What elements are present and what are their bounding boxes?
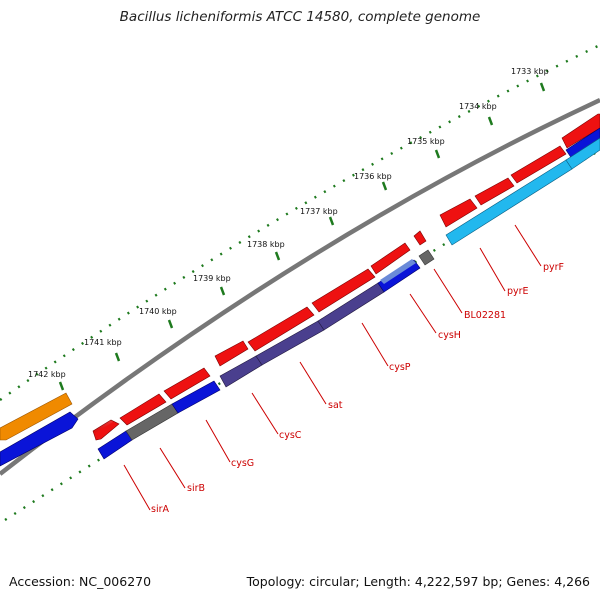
- gene-BL02281: [413, 230, 427, 246]
- scale-label: 1735 kbp: [407, 137, 445, 146]
- gene-label-pyrE: pyrE: [507, 286, 529, 297]
- left-features: [0, 392, 79, 467]
- gene-label-sirA: sirA: [151, 504, 169, 515]
- gene-cyan-rev-2: [565, 137, 600, 170]
- inner-tick-track: [4, 148, 600, 522]
- gene-forward-1: [510, 145, 567, 184]
- gene-cysC: [214, 340, 249, 367]
- gene-cysG: [163, 367, 211, 400]
- gene-label-cysC: cysC: [279, 430, 302, 441]
- gene-label-cysH: cysH: [438, 330, 461, 341]
- gene-cysH: [370, 242, 411, 275]
- gene-labels: pyrF pyrE BL02281 cysH cysP sat cysC cys…: [151, 262, 564, 515]
- scale-label: 1734 kbp: [459, 102, 497, 111]
- gene-sirB: [119, 393, 167, 426]
- gene-label-cysP: cysP: [389, 362, 411, 373]
- scale-label: 1741 kbp: [84, 338, 122, 347]
- gene-pyrF: [474, 177, 515, 206]
- gene-cysG-rev: [171, 380, 221, 414]
- scale-labels: 1733 kbp 1734 kbp 1735 kbp 1736 kbp 1737…: [28, 67, 549, 379]
- gene-pyrE: [439, 198, 478, 228]
- genome-backbone: [0, 97, 600, 476]
- scale-label: 1742 kbp: [28, 370, 66, 379]
- gene-cysP: [311, 268, 376, 313]
- scale-label: 1740 kbp: [139, 307, 177, 316]
- reverse-genes: [97, 127, 600, 460]
- scale-label: 1737 kbp: [300, 207, 338, 216]
- gene-cysH-rev-cap: [380, 259, 416, 284]
- scale-label: 1739 kbp: [193, 274, 231, 283]
- gene-label-sat: sat: [328, 400, 343, 411]
- scale-label: 1733 kbp: [511, 67, 549, 76]
- gene-BL02281-rev: [418, 249, 435, 266]
- gene-label-BL02281: BL02281: [464, 310, 506, 321]
- gene-forward-2: [561, 113, 600, 149]
- blue-feature: [0, 411, 79, 467]
- gene-sat: [247, 306, 315, 352]
- gene-label-sirB: sirB: [187, 483, 205, 494]
- orange-feature: [0, 392, 73, 441]
- map-title: Bacillus licheniformis ATCC 14580, compl…: [119, 9, 481, 25]
- major-ticks: [58, 82, 546, 391]
- accession-text: Accession: NC_006270: [9, 574, 152, 589]
- scale-label: 1738 kbp: [247, 240, 285, 249]
- gene-label-cysG: cysG: [231, 458, 254, 469]
- gene-gloss: [93, 420, 113, 433]
- forward-genes: [92, 113, 600, 441]
- gene-pyrF-rev: [565, 127, 600, 160]
- label-leaders: [123, 224, 542, 511]
- scale-label: 1736 kbp: [354, 172, 392, 181]
- gene-label-pyrF: pyrF: [543, 262, 564, 273]
- genome-summary-text: Topology: circular; Length: 4,222,597 bp…: [246, 574, 590, 589]
